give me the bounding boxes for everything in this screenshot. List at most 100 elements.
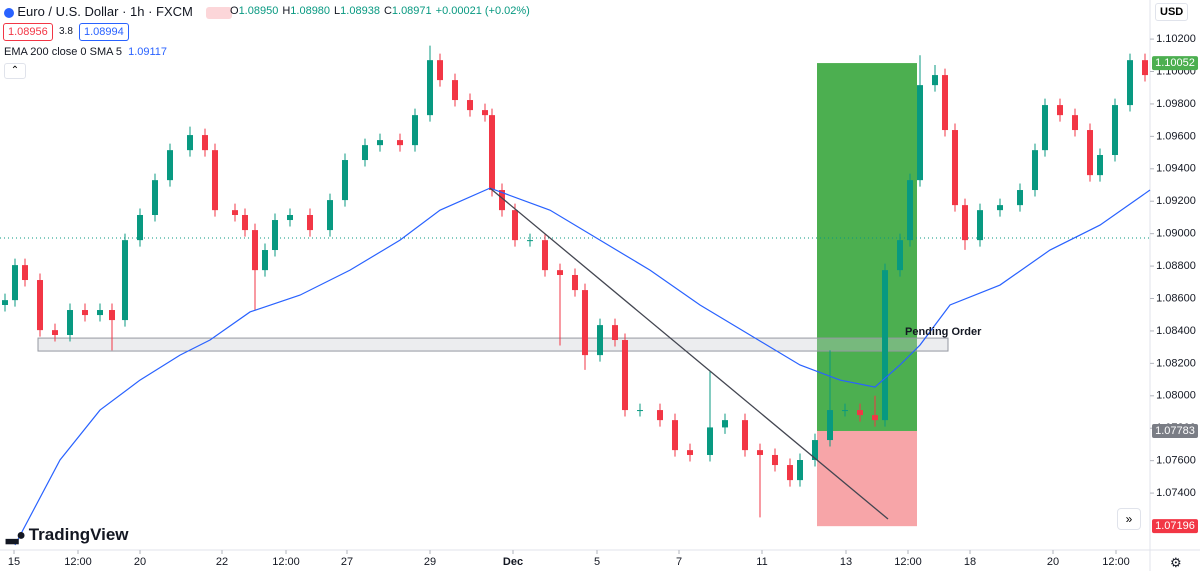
candle xyxy=(242,208,248,237)
candle-body xyxy=(787,465,793,481)
candle xyxy=(672,413,678,457)
price-tag-label: 1.07783 xyxy=(1155,425,1195,437)
y-tick-label: 1.09800 xyxy=(1156,98,1196,110)
trend-line xyxy=(489,187,889,520)
logo-text: TradingView xyxy=(28,525,129,544)
indicator-name[interactable]: EMA 200 close 0 SMA 5 xyxy=(4,46,123,58)
pending-order-label: Pending Order xyxy=(905,326,982,338)
candle xyxy=(687,443,693,462)
candle-body xyxy=(307,215,313,231)
price-tag-label: 1.07196 xyxy=(1155,520,1195,532)
candle xyxy=(742,413,748,457)
plot-area: Pending Order xyxy=(0,45,1151,546)
candle-body xyxy=(52,330,58,335)
candle-body xyxy=(812,440,818,461)
ohlc-value: 1.08938 xyxy=(340,5,380,17)
candle-body xyxy=(687,450,693,455)
candle xyxy=(437,53,443,87)
candle-body xyxy=(742,420,748,451)
candle-body xyxy=(997,205,1003,211)
currency[interactable]: USD xyxy=(1155,3,1189,21)
buy-price[interactable]: 1.08994 xyxy=(79,23,129,41)
candle xyxy=(512,203,518,247)
candle xyxy=(722,413,728,434)
candle xyxy=(67,303,73,342)
candle xyxy=(489,108,495,197)
x-tick-label: 29 xyxy=(424,556,436,568)
candle-body xyxy=(872,415,878,421)
candle-body xyxy=(109,310,115,321)
candle xyxy=(377,133,383,152)
price-tag-label: 1.10052 xyxy=(1155,57,1195,69)
candle-body xyxy=(637,410,643,412)
collapse-button[interactable]: ⌃ xyxy=(4,63,26,79)
candle xyxy=(557,263,563,346)
x-tick-label: 18 xyxy=(964,556,976,568)
candle xyxy=(1097,148,1103,182)
y-tick-label: 1.09600 xyxy=(1156,130,1196,142)
candle-body xyxy=(897,240,903,271)
candle xyxy=(252,223,258,310)
logo[interactable]: ▂● TradingView xyxy=(6,525,129,544)
candle xyxy=(482,103,488,122)
candle-body xyxy=(427,60,433,116)
y-tick-label: 1.09400 xyxy=(1156,163,1196,175)
y-tick-label: 1.09200 xyxy=(1156,195,1196,207)
candle xyxy=(1042,98,1048,157)
candle-body xyxy=(657,410,663,421)
candle xyxy=(1072,108,1078,137)
candle xyxy=(797,453,803,487)
candle-body xyxy=(437,60,443,81)
y-tick-label: 1.08400 xyxy=(1156,325,1196,337)
candle xyxy=(1017,183,1023,212)
ohlc-value: 1.08980 xyxy=(290,5,331,17)
candle xyxy=(1127,53,1133,112)
candle xyxy=(907,173,913,247)
market-status[interactable] xyxy=(206,6,233,19)
x-tick-label: Dec xyxy=(503,556,523,568)
candle-body xyxy=(962,205,968,241)
candle-body xyxy=(1057,105,1063,116)
candle xyxy=(342,153,348,207)
x-tick-label: 11 xyxy=(756,556,767,568)
scroll-button[interactable]: » xyxy=(1117,508,1141,530)
candle-body xyxy=(707,427,713,455)
candle-body xyxy=(37,280,43,331)
candle xyxy=(1057,98,1063,122)
candle xyxy=(287,208,293,227)
candle xyxy=(1142,53,1148,82)
x-tick-label: 5 xyxy=(594,556,600,568)
candle-body xyxy=(499,190,505,211)
settings-button[interactable]: ⚙ xyxy=(1170,555,1182,570)
candle-body xyxy=(907,180,913,241)
ohlc-key: O xyxy=(230,5,239,17)
x-tick-label: 12:00 xyxy=(894,556,922,568)
ohlc-key: L xyxy=(334,5,341,17)
y-tick-label: 1.07400 xyxy=(1156,487,1196,499)
candle-body xyxy=(412,115,418,146)
price-tag xyxy=(1152,423,1198,438)
candle xyxy=(202,128,208,157)
sell-price[interactable]: 1.08956 xyxy=(3,23,53,41)
x-tick-label: 12:00 xyxy=(1102,556,1130,568)
candle-body xyxy=(1072,115,1078,131)
symbol-title[interactable]: Euro / U.S. Dollar · 1h · FXCM xyxy=(17,4,193,19)
candle-body xyxy=(489,115,495,191)
candle xyxy=(37,273,43,337)
symbol-icon xyxy=(4,7,14,18)
y-tick-label: 1.08200 xyxy=(1156,357,1196,369)
y-tick-label: 1.10200 xyxy=(1156,33,1196,45)
spread: 3.8 xyxy=(59,26,73,37)
ohlc-row: O1.08950 H1.08980 L1.08938 C1.08971 +0.00021… xyxy=(230,5,530,17)
ohlc-key: H xyxy=(282,5,291,17)
candle xyxy=(527,233,533,247)
price-tag xyxy=(1152,519,1198,534)
candle xyxy=(857,403,863,422)
candle xyxy=(997,198,1003,217)
candle xyxy=(612,318,618,347)
ohlc-value: 1.08950 xyxy=(238,5,279,17)
candle-body xyxy=(882,270,888,421)
candle-body xyxy=(1032,150,1038,191)
